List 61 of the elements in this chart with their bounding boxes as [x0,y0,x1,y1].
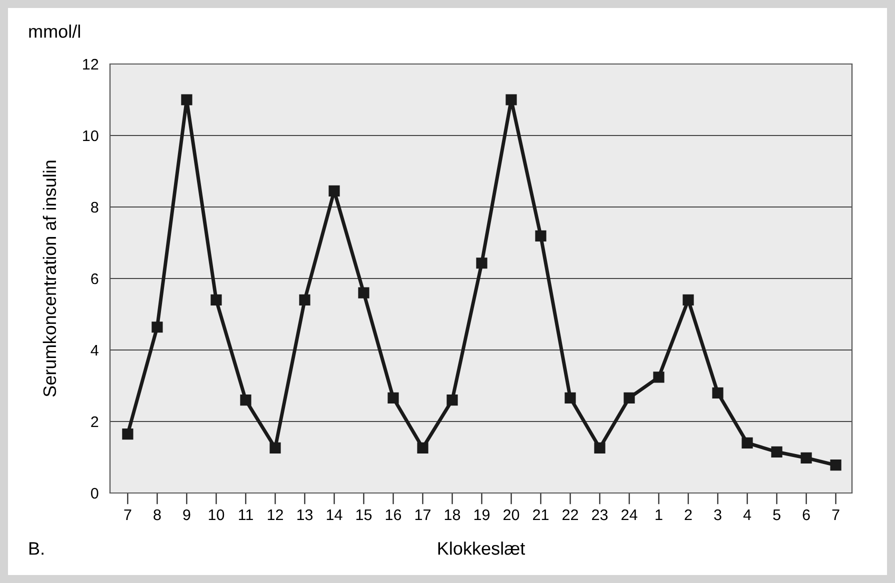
x-tick-label: 19 [474,509,490,520]
point [624,392,635,404]
point [742,437,753,449]
x-tick-label: 10 [208,509,224,520]
point [800,452,812,464]
x-tick-label: 7 [124,510,132,520]
x-tick-label: 1 [656,510,662,520]
point [122,428,134,440]
point [830,460,842,471]
point [771,446,782,458]
x-tick-label: 11 [238,510,253,520]
x-tick-label: 18 [444,509,460,520]
x-tick-label: 14 [326,510,342,520]
y-tick-label: 0 [90,488,98,499]
x-tick-label: 16 [386,509,402,520]
text: mmol/l [29,24,80,38]
x-tick-label: 23 [592,509,608,520]
y-tick-label: 4 [90,345,98,356]
point [240,394,252,406]
x-tick-label: 3 [714,509,722,520]
y-tick-label: 12 [83,58,98,70]
x-tick-label: 4 [743,510,752,520]
point [181,94,192,106]
x-tick-label: 13 [297,509,313,520]
point [682,294,694,306]
point [653,372,664,383]
point [388,392,399,404]
point [328,185,340,196]
point [712,387,724,398]
point [299,294,310,306]
x-tick-label: 20 [504,509,520,520]
point [152,322,163,333]
point [594,442,606,454]
y-tick-label: 10 [83,130,98,142]
point [535,230,546,242]
x-tick-label: 2 [684,509,692,520]
x-tick-label: 8 [154,509,161,520]
point [446,394,458,406]
y-tick-label: 8 [91,202,98,213]
x-tick-label: 21 [533,509,548,520]
x-tick-label: 22 [562,509,578,520]
point [564,392,576,404]
x-tick-label: 9 [183,509,190,520]
point [210,294,222,306]
point [506,94,517,106]
x-tick-label: 17 [415,510,430,520]
point [417,442,428,454]
x-tick-label: 5 [773,510,780,520]
x-tick-label: 24 [622,509,638,520]
x-tick-label: 15 [356,510,372,520]
point [358,287,370,298]
x-tick-label: 6 [802,509,810,520]
point [476,258,488,269]
y-tick-label: 6 [91,273,98,284]
point [270,442,281,454]
text: B. [29,542,44,555]
x-tick-label: 12 [268,509,283,520]
x-axis-title: Klokkeslæt [438,542,526,555]
y-axis-title: Serumkoncentration af insulin [42,160,56,397]
y-tick-label: 2 [91,416,98,428]
x-tick-label: 7 [832,510,840,520]
